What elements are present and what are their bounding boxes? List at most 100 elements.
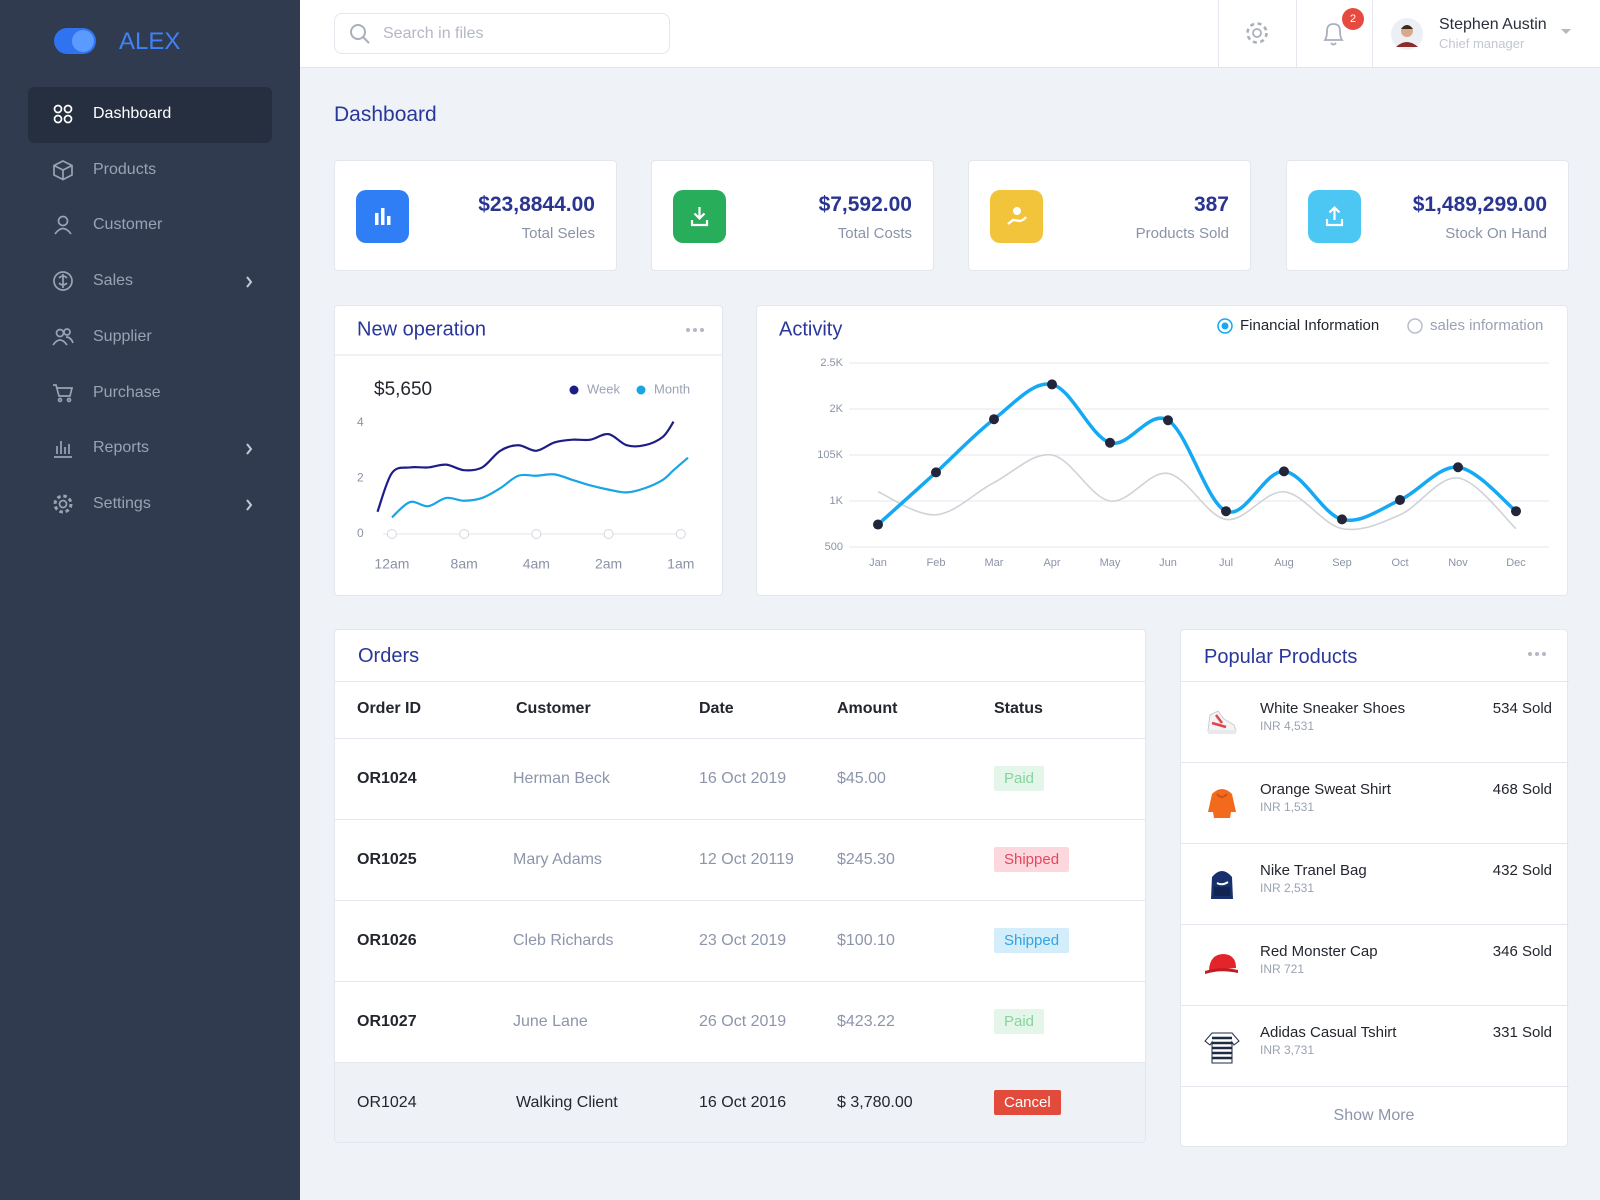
menu-item[interactable]: Customer (93, 216, 163, 234)
tick-mark (531, 529, 542, 539)
table-cell: $ 3,780.00 (837, 1094, 913, 1111)
table-cell: $245.30 (837, 851, 895, 868)
point (1453, 462, 1463, 473)
menu-item[interactable]: Products (93, 160, 157, 178)
x-tick-label: 12am (374, 556, 409, 572)
status-badge: Paid (994, 1009, 1045, 1034)
chevron-icon (246, 276, 253, 288)
table-cell: 12 Oct 20119 (699, 851, 794, 868)
notifications-button[interactable] (1320, 18, 1348, 48)
product-picture (1204, 1032, 1240, 1064)
table-cell: Herman Beck (513, 770, 610, 787)
product-image (1202, 782, 1242, 822)
stat-label: Total Costs (837, 225, 912, 242)
show-more[interactable]: Show More (1333, 1107, 1415, 1124)
line (876, 382, 1518, 526)
chevron-icon (246, 443, 253, 455)
legend-label: Month (654, 381, 690, 396)
point (1047, 379, 1057, 390)
product-image (1202, 701, 1242, 741)
product-picture (1207, 710, 1237, 734)
orders-card: Orders Order ID Customer Date Amount Status OR… (334, 629, 1146, 1143)
avatar[interactable] (1390, 17, 1424, 51)
menu-icon (52, 214, 74, 236)
legend-marker (636, 385, 646, 395)
product-picture (1205, 954, 1238, 974)
stat-card: $23,8844.00 Total Seles (334, 160, 617, 271)
page-title: Dashboard (334, 103, 437, 126)
user-name: Stephen Austin (1439, 16, 1547, 33)
x-tick-label: Nov (1448, 557, 1468, 569)
menu-icon (52, 437, 74, 459)
menu-icon (52, 493, 74, 515)
menu-item[interactable]: Supplier (93, 327, 152, 345)
row-separator (335, 900, 1145, 901)
table-cell: 16 Oct 2019 (699, 770, 787, 787)
chevron-icon (246, 499, 253, 511)
menu-icon (52, 103, 74, 125)
point (931, 467, 941, 478)
table-cell: Cleb Richards (513, 932, 614, 949)
logo (54, 28, 96, 54)
point (1511, 506, 1521, 517)
x-tick-label: Jul (1219, 557, 1233, 569)
y-tick-label: 500 (825, 541, 843, 553)
menu-item[interactable]: Settings (93, 494, 151, 512)
point (1105, 437, 1115, 448)
stat-icon (990, 190, 1043, 243)
product-sold: 468 Sold (1492, 781, 1552, 798)
y-tick-label: 1K (830, 495, 844, 507)
product-picture (1211, 871, 1233, 899)
x-tick-label: Jan (869, 557, 887, 569)
user-role: Chief manager (1439, 36, 1525, 51)
menu-item[interactable]: Reports (93, 439, 150, 457)
icon (54, 216, 72, 235)
product-price: INR 2,531 (1260, 881, 1315, 895)
stat-label: Stock On Hand (1445, 225, 1547, 242)
x-tick-label: 1am (667, 556, 694, 572)
table-cell: 26 Oct 2019 (699, 1013, 787, 1030)
more-button[interactable] (686, 328, 704, 332)
topbar: Search in files 2 Stephen Austin Chief m… (300, 0, 1600, 68)
legend-item[interactable]: Financial Information (1217, 317, 1379, 334)
menu-item[interactable]: Dashboard (93, 105, 172, 122)
chevron (245, 442, 253, 455)
stat-label: Total Seles (521, 225, 595, 242)
status-badge: Shipped (994, 847, 1070, 872)
search-box[interactable]: Search in files (334, 13, 670, 54)
column-header: Status (994, 700, 1043, 717)
row-separator (335, 738, 1145, 739)
more-button[interactable] (1526, 650, 1552, 658)
column-header: Customer (516, 700, 591, 717)
line (376, 421, 675, 513)
icon (53, 271, 73, 291)
row-separator (335, 1062, 1145, 1063)
legend-label: sales information (1430, 317, 1543, 334)
table-cell: 16 Oct 2016 (699, 1094, 787, 1111)
popular-products-card: Popular Products White Sneaker Shoes INR 4… (1180, 629, 1569, 1147)
product-image (1202, 1025, 1242, 1065)
stat-value: $23,8844.00 (478, 193, 595, 216)
chevron (245, 498, 253, 511)
icon (53, 159, 73, 181)
user-menu-caret[interactable] (1560, 28, 1572, 36)
table-cell: OR1027 (357, 1013, 417, 1030)
menu-item[interactable]: Purchase (93, 383, 161, 401)
x-tick-label: Feb (927, 557, 946, 569)
tick-mark (675, 529, 686, 539)
divider (1372, 0, 1373, 67)
table-cell: OR1024 (357, 1094, 417, 1111)
radio (1407, 318, 1423, 334)
legend-label: Week (587, 381, 620, 396)
card-title: New operation (357, 318, 486, 340)
menu-item[interactable]: Sales (93, 272, 134, 290)
legend-item[interactable]: sales information (1407, 317, 1543, 334)
menu-icon (52, 382, 74, 404)
tick-mark (603, 529, 614, 539)
status-badge: Shipped (994, 928, 1070, 953)
notification-badge: 2 (1342, 8, 1364, 30)
point (1395, 494, 1405, 505)
x-tick-label: 4am (523, 556, 550, 572)
settings-button[interactable] (1244, 20, 1270, 46)
x-tick-label: Apr (1043, 557, 1060, 569)
